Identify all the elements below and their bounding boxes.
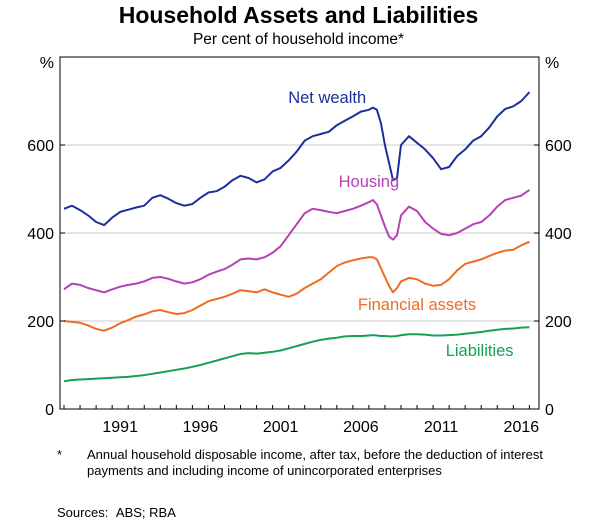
y-tick-label-right: 0 xyxy=(545,402,554,419)
y-unit-right: % xyxy=(545,55,559,72)
series-line xyxy=(63,189,530,294)
sources-text: ABS; RBA xyxy=(115,505,176,520)
series-label-housing: Housing xyxy=(339,173,400,191)
footnote-text: Annual household disposable income, afte… xyxy=(87,447,544,478)
sources: Sources: ABS; RBA xyxy=(57,505,176,520)
y-tick-label-left: 0 xyxy=(45,402,54,419)
y-tick-label-right: 400 xyxy=(545,226,572,243)
series-labels: Net wealth Housing Financial assets Liabili… xyxy=(288,89,513,360)
axis-ticks xyxy=(60,144,539,410)
series-label-liabilities: Liabilities xyxy=(446,342,514,360)
series-label-financial-assets: Financial assets xyxy=(358,296,476,314)
x-tick-label: 2011 xyxy=(424,419,459,436)
y-unit-left: % xyxy=(40,55,54,72)
series-line xyxy=(63,91,531,227)
x-tick-label: 1991 xyxy=(102,419,138,436)
x-tick-label: 2006 xyxy=(343,419,379,436)
x-tick-label: 2016 xyxy=(504,419,540,436)
axis-labels: 0 0 200 200 400 400 600 600% % 1991 1996 2001 2006 20… xyxy=(27,55,572,436)
y-tick-label-right: 200 xyxy=(545,314,572,331)
y-tick-label-left: 400 xyxy=(27,226,54,243)
chart-title: Household Assets and Liabilities xyxy=(118,2,479,28)
x-tick-label: 2001 xyxy=(263,419,299,436)
y-tick-label-right: 600 xyxy=(545,138,572,155)
x-tick-label: 1996 xyxy=(183,419,219,436)
footnote-marker: * xyxy=(57,447,63,462)
gridlines xyxy=(60,144,539,322)
sources-label: Sources: xyxy=(57,505,109,520)
series-line xyxy=(63,240,530,332)
y-tick-label-left: 600 xyxy=(27,138,54,155)
series-label-net-wealth: Net wealth xyxy=(288,89,366,107)
series-lines xyxy=(63,91,531,383)
line-chart: 0 0 200 200 400 400 600 600% % 1991 1996 2001 2006 20… xyxy=(27,55,572,436)
chart-subtitle: Per cent of household income* xyxy=(192,31,405,48)
series-line xyxy=(63,326,530,383)
y-tick-label-left: 200 xyxy=(27,314,54,331)
